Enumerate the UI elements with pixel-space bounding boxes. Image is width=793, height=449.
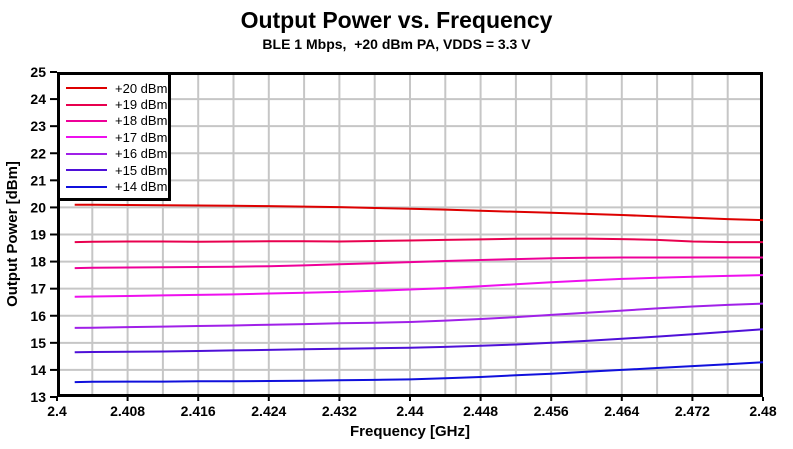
legend-line-swatch <box>66 103 107 106</box>
legend-line-swatch <box>66 185 107 188</box>
x-tick-label: 2.456 <box>534 403 569 419</box>
legend-label: +19 dBm <box>115 97 168 113</box>
legend-item: +14 dBm <box>60 178 168 194</box>
series-line <box>74 328 764 354</box>
x-tick-label: 2.424 <box>251 403 286 419</box>
y-tick-label: 21 <box>30 172 46 188</box>
legend-line-swatch <box>66 87 107 90</box>
legend-label: +15 dBm <box>115 162 168 178</box>
legend-line-swatch <box>66 169 107 172</box>
y-tick-label: 18 <box>30 254 46 270</box>
legend-label: +17 dBm <box>115 129 168 145</box>
x-tick-label: 2.48 <box>749 403 776 419</box>
legend-line-swatch <box>66 136 107 139</box>
y-tick-label: 25 <box>30 64 46 80</box>
legend-item: +15 dBm <box>60 162 168 178</box>
series-line <box>74 274 764 298</box>
x-tick-label: 2.416 <box>181 403 216 419</box>
legend-item: +20 dBm <box>60 80 168 96</box>
y-axis-title: Output Power [dBm] <box>4 161 21 307</box>
x-axis-title: Frequency [GHz] <box>349 423 470 440</box>
y-tick-label: 24 <box>30 91 46 107</box>
legend-item: +17 dBm <box>60 129 168 145</box>
legend-label: +18 dBm <box>115 113 168 129</box>
legend-item: +16 dBm <box>60 146 168 162</box>
chart-subtitle: BLE 1 Mbps, +20 dBm PA, VDDS = 3.3 V <box>262 36 531 52</box>
series-line <box>74 361 764 384</box>
series-line <box>74 302 764 329</box>
y-tick-label: 22 <box>30 145 46 161</box>
legend-line-swatch <box>66 152 107 155</box>
legend: +20 dBm +19 dBm +18 dBm +17 dBm +16 dBm +15 d… <box>57 72 171 201</box>
series-line <box>74 237 763 244</box>
x-tick-label: 2.464 <box>604 403 639 419</box>
series-line <box>74 256 763 270</box>
legend-label: +20 dBm <box>115 80 168 96</box>
x-tick-label: 2.4 <box>47 403 67 419</box>
y-tick-label: 23 <box>30 118 46 134</box>
legend-item: +19 dBm <box>60 96 168 112</box>
y-tick-label: 14 <box>30 362 46 378</box>
legend-label: +14 dBm <box>115 179 168 195</box>
x-tick-label: 2.44 <box>396 403 423 419</box>
y-tick-label: 15 <box>30 335 46 351</box>
x-tick-label: 2.432 <box>322 403 357 419</box>
y-tick-label: 16 <box>30 308 46 324</box>
y-tick-label: 19 <box>30 227 46 243</box>
y-tick-label: 17 <box>30 281 46 297</box>
legend-line-swatch <box>66 119 107 122</box>
y-tick-label: 20 <box>30 199 46 215</box>
x-tick-label: 2.472 <box>675 403 710 419</box>
legend-label: +16 dBm <box>115 146 168 162</box>
plot-border <box>57 72 763 397</box>
y-tick-label: 13 <box>30 389 46 405</box>
chart-title: Output Power vs. Frequency <box>240 7 553 33</box>
x-tick-label: 2.448 <box>463 403 498 419</box>
series-line <box>74 203 764 222</box>
x-tick-label: 2.408 <box>110 403 145 419</box>
legend-item: +18 dBm <box>60 113 168 129</box>
